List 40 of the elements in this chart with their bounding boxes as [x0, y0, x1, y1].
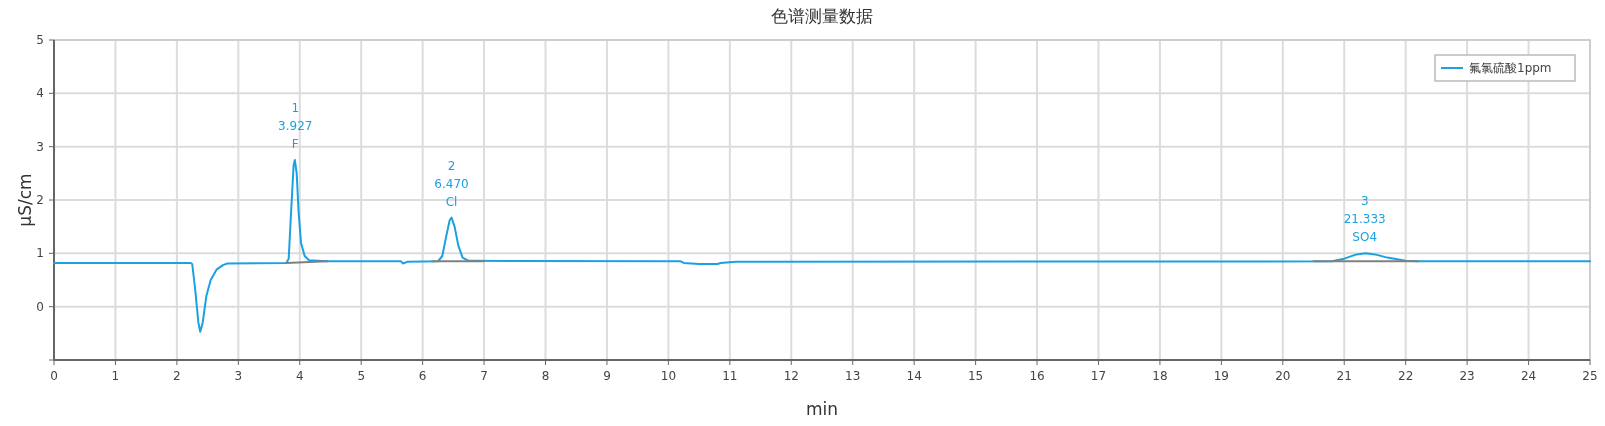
x-tick-label: 10 — [660, 369, 677, 383]
y-tick-label: 1 — [36, 246, 44, 261]
x-tick-label: 15 — [967, 369, 984, 383]
x-tick-label: 13 — [845, 369, 861, 383]
annotation: 3 21.333 SO4 — [1343, 194, 1386, 245]
y-tick-label: 3 — [36, 139, 44, 154]
chart-title: 色谱测量数据 — [771, 6, 873, 26]
x-tick-label: 21 — [1336, 369, 1352, 383]
x-tick-label: 22 — [1398, 369, 1414, 383]
x-tick-label: 12 — [783, 369, 799, 383]
x-tick-label: 11 — [722, 369, 738, 383]
x-tick-label: 9 — [603, 369, 611, 383]
x-tick-label: 16 — [1029, 369, 1045, 383]
x-tick-label: 17 — [1090, 369, 1107, 383]
x-tick-label: 14 — [906, 369, 922, 383]
x-tick-label: 4 — [295, 369, 304, 383]
x-tick-label: 19 — [1213, 369, 1229, 383]
x-tick-label: 23 — [1459, 369, 1475, 383]
legend-label: 氟氯硫酸1ppm — [1469, 61, 1552, 75]
x-axis-title: min — [805, 399, 839, 419]
y-tick-label: 0 — [36, 299, 44, 314]
annotation: 1 3.927 F — [278, 101, 313, 151]
x-tick-label: 5 — [357, 369, 366, 383]
x-tick-label: 2 — [173, 369, 181, 383]
y-tick-label: 5 — [36, 33, 44, 47]
x-tick-label: 1 — [111, 369, 120, 383]
line-series — [53, 159, 1591, 333]
x-tick-label: 3 — [234, 369, 243, 383]
x-tick-label: 0 — [50, 369, 58, 383]
y-tick-label: 2 — [36, 193, 44, 207]
x-tick-label: 25 — [1582, 369, 1598, 383]
x-tick-label: 20 — [1275, 369, 1291, 383]
y-axis-title: µS/cm — [15, 173, 35, 227]
x-tick-label: 8 — [541, 369, 550, 383]
y-tick-label: 4 — [36, 86, 44, 101]
x-tick-label: 7 — [480, 369, 488, 383]
x-tick-label: 24 — [1520, 369, 1537, 383]
x-tick-label: 6 — [418, 369, 427, 383]
x-tick-label: 18 — [1152, 369, 1168, 383]
annotation: 2 6.470 Cl — [434, 158, 469, 209]
